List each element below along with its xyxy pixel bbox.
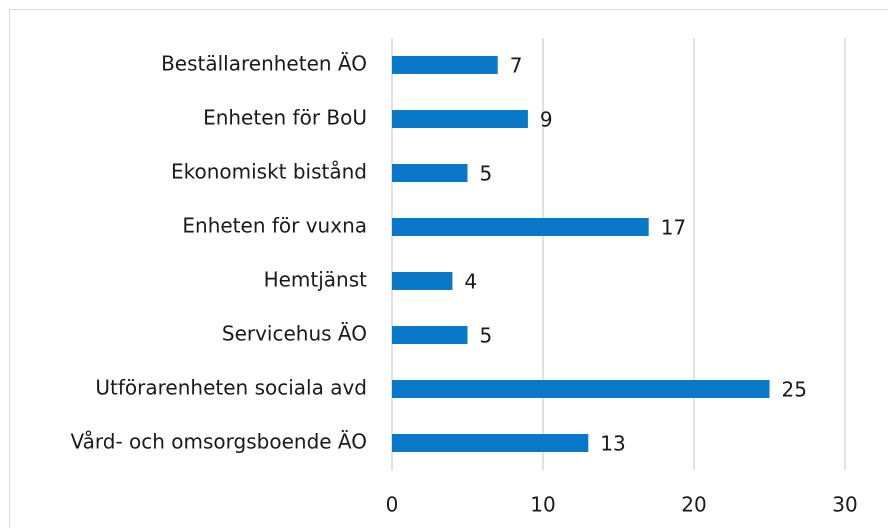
y-tick-label: Hemtjänst — [264, 268, 368, 292]
x-tick-label: 20 — [681, 493, 706, 517]
bar — [392, 380, 770, 398]
data-label: 4 — [464, 270, 477, 294]
y-tick-label: Utförarenheten sociala avd — [95, 376, 367, 400]
data-label: 5 — [480, 324, 493, 348]
chart-frame — [9, 9, 888, 528]
bar — [392, 56, 498, 74]
bar — [392, 434, 589, 452]
y-tick-label: Enheten för BoU — [203, 106, 367, 130]
data-label: 25 — [782, 378, 807, 402]
bar — [392, 164, 468, 182]
x-tick-label: 0 — [386, 493, 399, 517]
y-tick-label: Servicehus ÄO — [222, 322, 367, 346]
x-tick-label: 30 — [832, 493, 857, 517]
data-label: 9 — [540, 108, 553, 132]
data-label: 5 — [480, 162, 493, 186]
data-label: 13 — [600, 432, 625, 456]
bar — [392, 326, 468, 344]
data-label: 7 — [510, 54, 523, 78]
bar — [392, 272, 453, 290]
y-tick-label: Enheten för vuxna — [182, 214, 367, 238]
y-tick-label: Ekonomiskt bistånd — [171, 160, 367, 184]
bar — [392, 110, 528, 128]
bar — [392, 218, 649, 236]
y-tick-label: Vård- och omsorgsboende ÄO — [71, 430, 368, 454]
x-tick-label: 10 — [530, 493, 555, 517]
y-tick-label: Beställarenheten ÄO — [161, 52, 367, 76]
data-label: 17 — [661, 216, 686, 240]
